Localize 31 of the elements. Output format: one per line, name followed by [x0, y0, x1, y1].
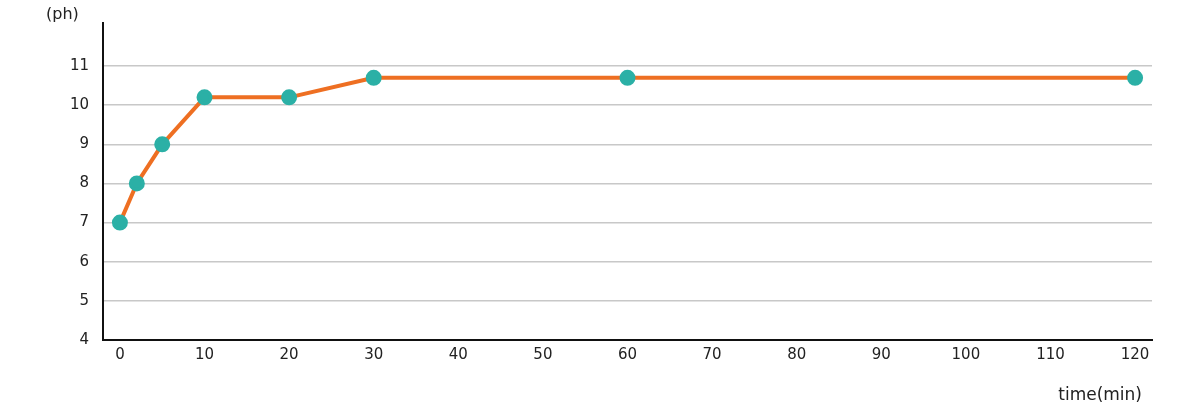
y-axis-title: (ph)	[46, 4, 79, 23]
x-tick-label: 110	[1036, 344, 1065, 363]
x-tick-label: 80	[787, 344, 807, 363]
x-tick-label: 90	[871, 344, 891, 363]
x-tick-label: 30	[364, 344, 384, 363]
y-tick-label: 5	[79, 290, 89, 309]
y-tick-label: 4	[79, 329, 89, 348]
y-tick-label: 11	[69, 55, 89, 74]
y-tick-label: 10	[69, 95, 89, 114]
point	[365, 69, 382, 86]
x-tick-label: 10	[194, 344, 215, 363]
x-tick-label: 0	[115, 344, 125, 363]
point	[128, 175, 145, 192]
y-tick-label: 7	[79, 212, 89, 231]
x-tick-label: 70	[702, 344, 722, 363]
point	[154, 136, 171, 153]
x-tick-label: 120	[1120, 344, 1150, 363]
x-tick-label: 60	[617, 344, 638, 363]
y-tick-label: 8	[79, 173, 89, 192]
point	[619, 69, 636, 86]
point	[196, 89, 213, 106]
point	[281, 89, 298, 106]
x-axis-title: time(min)	[1058, 384, 1142, 404]
x-tick-label: 40	[448, 344, 468, 363]
point	[111, 214, 128, 231]
x-tick-label: 50	[533, 344, 553, 363]
x-tick-label: 100	[951, 344, 981, 363]
point	[1127, 69, 1144, 86]
x-tick-label: 20	[279, 344, 299, 363]
y-tick-label: 6	[79, 251, 89, 270]
y-tick-label: 9	[79, 134, 89, 153]
